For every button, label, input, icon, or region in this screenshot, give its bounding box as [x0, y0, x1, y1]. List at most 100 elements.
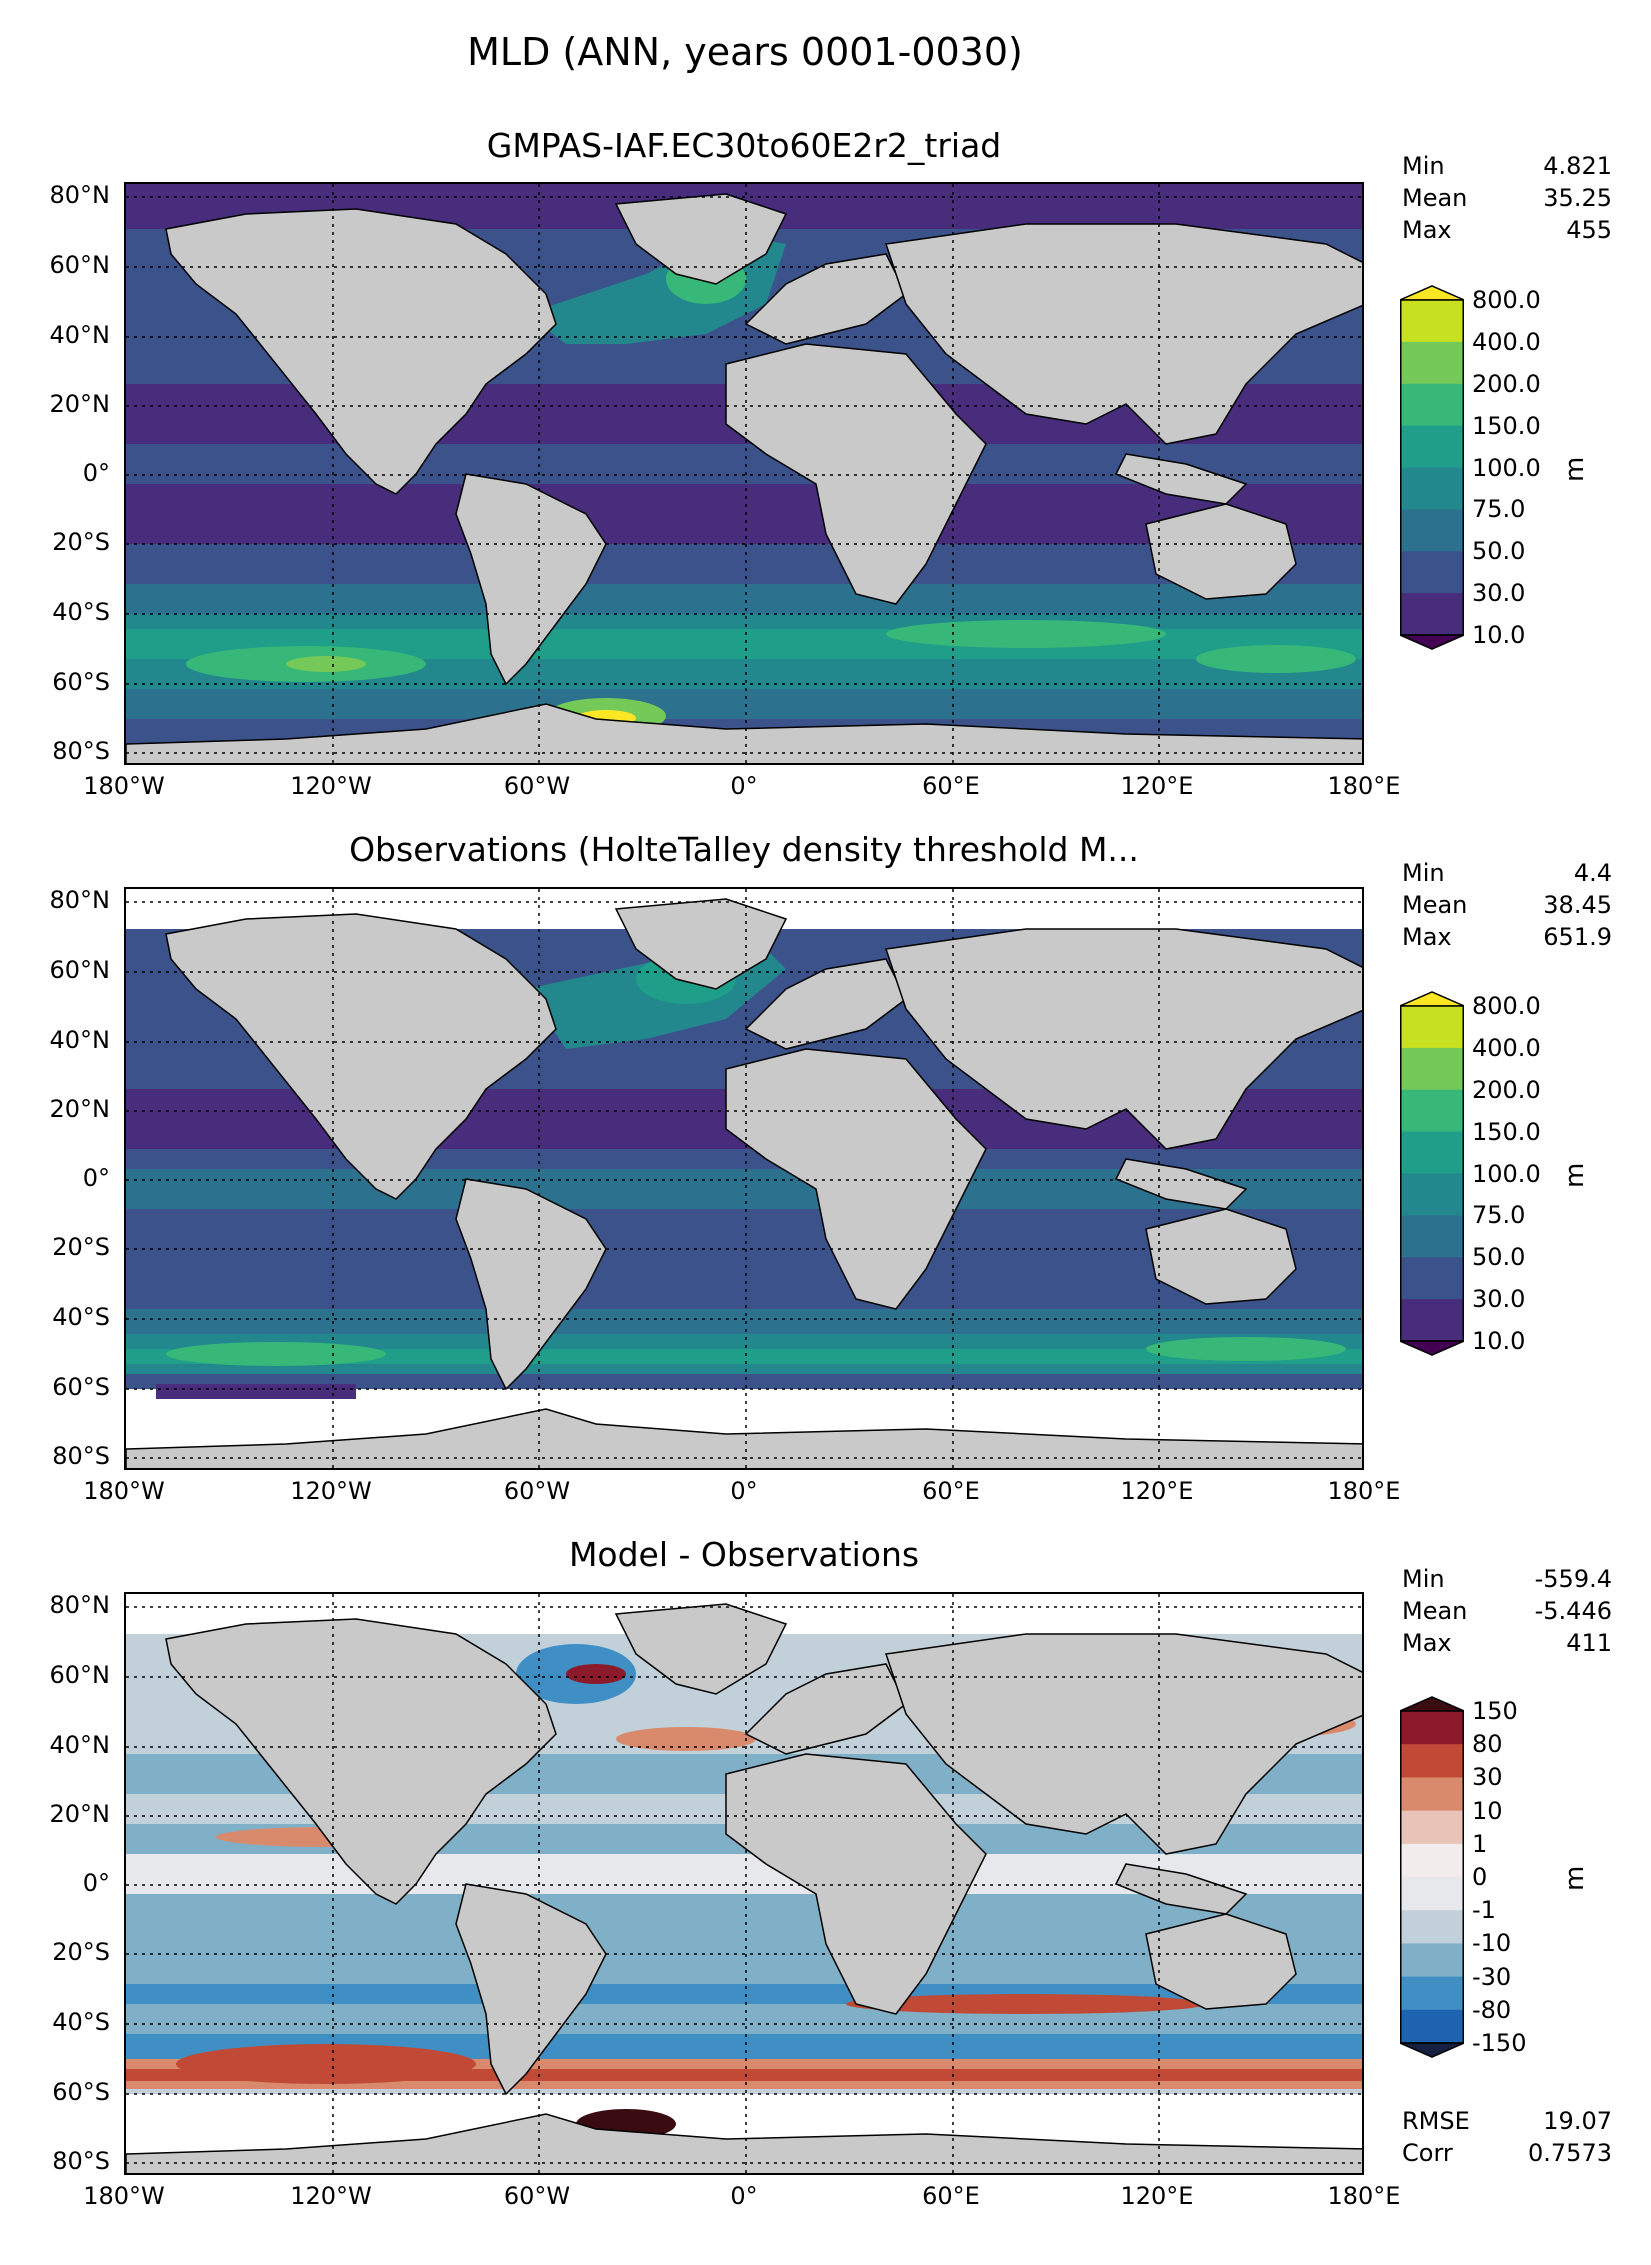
stat-value: -559.4 — [1534, 1565, 1612, 1593]
colorbar-tick-label: 30.0 — [1472, 579, 1526, 608]
lon-tick-label: 120°E — [1120, 2182, 1194, 2210]
stat-value: 651.9 — [1543, 923, 1612, 951]
stat-row: Mean 38.45 — [1402, 889, 1612, 921]
stat-row: Min 4.821 — [1402, 150, 1612, 182]
stat-value: -5.446 — [1534, 1597, 1612, 1625]
colorbar-segment — [1400, 1257, 1464, 1300]
lat-tick-label: 80°N — [49, 1591, 111, 1619]
panel-1-title: GMPAS-IAF.EC30to60E2r2_triad — [486, 126, 1002, 165]
lon-tick-label: 0° — [730, 1477, 758, 1505]
lon-tick-label: 120°W — [290, 1477, 372, 1505]
colorbar-tick-label: -80 — [1472, 1995, 1512, 2024]
lat-tick-label: 0° — [82, 1164, 110, 1192]
colorbar-tick-label: 200.0 — [1472, 369, 1541, 398]
lat-tick-label: 60°N — [49, 251, 111, 279]
lon-tick-label: 180°E — [1327, 2182, 1401, 2210]
lon-tick-label: 120°W — [290, 772, 372, 800]
colorbar-segment — [1400, 1910, 1464, 1944]
lon-tick-label: 60°W — [503, 772, 571, 800]
colorbar-extend-bottom — [1400, 1340, 1464, 1356]
stat-label: Max — [1402, 1629, 1452, 1657]
panel-2-title: Observations (HolteTalley density thresh… — [349, 830, 1139, 869]
stat-row: Mean -5.446 — [1402, 1595, 1612, 1627]
lon-tick-label: 60°W — [503, 1477, 571, 1505]
lat-tick-label: 40°S — [52, 2008, 110, 2036]
colorbar-segment — [1400, 425, 1464, 468]
stat-label: RMSE — [1402, 2107, 1470, 2135]
colorbar-tick-label: 80 — [1472, 1730, 1503, 1759]
colorbar-segment — [1400, 1777, 1464, 1812]
colorbar-tick-label: 50.0 — [1472, 537, 1526, 566]
lat-tick-label: 20°S — [52, 528, 110, 556]
stat-value: 38.45 — [1543, 891, 1612, 919]
colorbar-extend-top — [1400, 1696, 1464, 1712]
colorbar-segment — [1400, 467, 1464, 510]
lat-tick-label: 80°N — [49, 181, 111, 209]
panel-3-map — [124, 1592, 1364, 2175]
figure-title: MLD (ANN, years 0001-0030) — [467, 30, 1023, 74]
colorbar-segment — [1400, 300, 1464, 343]
colorbar-frame — [1400, 299, 1464, 636]
colorbar-segment — [1400, 2009, 1464, 2044]
stat-row: Min 4.4 — [1402, 857, 1612, 889]
panel-1-map — [124, 182, 1364, 765]
colorbar-tick-label: 200.0 — [1472, 1075, 1541, 1104]
colorbar-segment — [1400, 1810, 1464, 1845]
colorbar-segment — [1400, 593, 1464, 636]
stat-label: Min — [1402, 152, 1445, 180]
colorbar-segment — [1400, 1131, 1464, 1174]
colorbar-segment — [1400, 383, 1464, 427]
stat-value: 19.07 — [1543, 2107, 1612, 2135]
lon-tick-label: 60°E — [922, 1477, 980, 1505]
lat-tick-label: 80°S — [52, 2147, 110, 2175]
colorbar-tick-label: 800.0 — [1472, 286, 1541, 314]
lon-tick-label: 0° — [730, 2182, 758, 2210]
colorbar-segment — [1400, 1006, 1464, 1049]
colorbar-extend-top — [1400, 285, 1464, 301]
colorbar-tick-label: -150 — [1472, 2029, 1527, 2057]
panel-3-title: Model - Observations — [568, 1535, 920, 1574]
colorbar-tick-label: 30 — [1472, 1763, 1503, 1792]
panel-3-stats: Min -559.4 Mean -5.446 Max 411 — [1402, 1563, 1612, 1659]
colorbar-extend-bottom — [1400, 634, 1464, 650]
colorbar-tick-label: -10 — [1472, 1929, 1512, 1958]
colorbar-3 — [1400, 1696, 1464, 2058]
colorbar-tick-label: 10.0 — [1472, 621, 1526, 649]
lon-tick-label: 180°W — [83, 2182, 165, 2210]
lat-tick-label: 60°S — [52, 2078, 110, 2106]
lat-tick-label: 0° — [82, 1869, 110, 1897]
colorbar-tick-label: 10 — [1472, 1796, 1503, 1825]
lat-tick-label: 60°N — [49, 1661, 111, 1689]
lat-tick-label: 60°N — [49, 956, 111, 984]
lat-tick-label: 20°N — [49, 1800, 111, 1828]
colorbar-tick-label: 75.0 — [1472, 1201, 1526, 1230]
stat-label: Mean — [1402, 1597, 1468, 1625]
colorbar-tick-label: 100.0 — [1472, 453, 1541, 482]
colorbar-segment — [1400, 1976, 1464, 2011]
colorbar-segment — [1400, 1877, 1464, 1911]
lat-tick-label: 80°S — [52, 1442, 110, 1470]
colorbar-tick-label: 400.0 — [1472, 1033, 1541, 1062]
lat-tick-label: 40°N — [49, 1026, 111, 1054]
stat-label: Max — [1402, 216, 1452, 244]
panel-2-map — [124, 887, 1364, 1470]
stat-label: Mean — [1402, 891, 1468, 919]
lat-tick-label: 20°N — [49, 1095, 111, 1123]
stat-value: 455 — [1566, 216, 1612, 244]
stat-row: Min -559.4 — [1402, 1563, 1612, 1595]
lon-tick-label: 60°W — [503, 2182, 571, 2210]
lat-tick-label: 20°N — [49, 390, 111, 418]
stat-value: 411 — [1566, 1629, 1612, 1657]
lat-tick-label: 20°S — [52, 1938, 110, 1966]
lon-tick-label: 180°E — [1327, 1477, 1401, 1505]
stat-value: 4.4 — [1573, 859, 1612, 887]
lon-tick-label: 120°W — [290, 2182, 372, 2210]
colorbar-tick-label: -30 — [1472, 1962, 1512, 1991]
stat-row: Max 651.9 — [1402, 921, 1612, 953]
colorbar-tick-label: -1 — [1472, 1896, 1496, 1925]
colorbar-segment — [1400, 509, 1464, 552]
colorbar-segment — [1400, 1843, 1464, 1878]
stat-label: Min — [1402, 1565, 1445, 1593]
colorbar-segment — [1400, 1047, 1464, 1091]
stat-row: RMSE 19.07 — [1402, 2105, 1612, 2137]
